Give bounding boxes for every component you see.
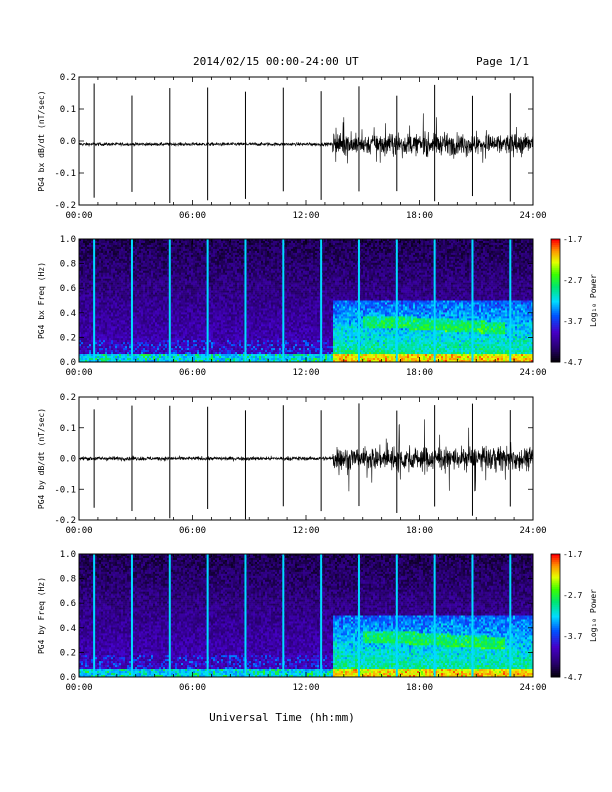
x-tick-label-p2-4: 24:00 xyxy=(519,526,546,536)
series-trace-p0 xyxy=(78,113,534,164)
spectral-spike-p1-11 xyxy=(509,239,512,362)
colorbar-tick-p3-1: -2.7 xyxy=(563,591,582,600)
page-indicator: Page 1/1 xyxy=(476,55,529,68)
colorbar-tick-p1-0: -1.7 xyxy=(563,235,582,244)
spectral-spike-p1-8 xyxy=(395,239,398,362)
y-tick-label-p3-5: 0.0 xyxy=(60,673,76,683)
x-tick-label-p3-0: 00:00 xyxy=(65,683,92,693)
spectral-spike-p3-1 xyxy=(130,554,133,677)
y-axis-label-p3: PG4 by Freq (Hz) xyxy=(37,577,46,654)
spectral-spike-p3-4 xyxy=(244,554,247,677)
spectral-spike-p3-6 xyxy=(320,554,323,677)
y-tick-label-p0-0: 0.2 xyxy=(60,73,76,83)
x-tick-label-p1-0: 00:00 xyxy=(65,368,92,378)
colorbar-p1 xyxy=(551,239,560,363)
x-tick-label-p3-2: 12:00 xyxy=(292,683,319,693)
y-tick-label-p2-3: -0.1 xyxy=(54,485,76,495)
y-tick-label-p2-4: -0.2 xyxy=(54,516,76,526)
colorbar-label-p3: Log₁₀ Power xyxy=(589,589,598,642)
y-tick-label-p0-3: -0.1 xyxy=(54,169,76,179)
colorbar-tick-p1-3: -4.7 xyxy=(563,358,582,367)
spectral-spike-p3-10 xyxy=(471,554,474,677)
y-tick-label-p1-2: 0.6 xyxy=(60,284,76,294)
y-tick-label-p3-2: 0.6 xyxy=(60,599,76,609)
x-axis-label: Universal Time (hh:mm) xyxy=(209,711,355,724)
x-tick-label-p2-2: 12:00 xyxy=(292,526,319,536)
y-tick-label-p3-3: 0.4 xyxy=(60,624,76,634)
spectral-spike-p1-7 xyxy=(357,239,360,362)
x-tick-label-p3-3: 18:00 xyxy=(406,683,433,693)
colorbar-tick-p3-2: -3.7 xyxy=(563,632,582,641)
spectral-spike-p3-5 xyxy=(282,554,285,677)
y-tick-label-p0-1: 0.1 xyxy=(60,105,76,115)
x-tick-label-p0-4: 24:00 xyxy=(519,211,546,221)
x-tick-label-p2-1: 06:00 xyxy=(179,526,206,536)
y-tick-label-p2-2: 0.0 xyxy=(60,455,76,465)
spectral-spike-p1-3 xyxy=(206,239,209,362)
spectral-spike-p3-9 xyxy=(433,554,436,677)
y-tick-label-p1-0: 1.0 xyxy=(60,235,76,245)
y-tick-label-p0-4: -0.2 xyxy=(54,201,76,211)
spectrogram-cells-p3 xyxy=(79,554,534,678)
chart-title: 2014/02/15 00:00-24:00 UT xyxy=(193,55,359,68)
y-tick-label-p1-3: 0.4 xyxy=(60,309,76,319)
x-tick-label-p2-3: 18:00 xyxy=(406,526,433,536)
colorbar-tick-p3-0: -1.7 xyxy=(563,550,582,559)
y-tick-label-p1-5: 0.0 xyxy=(60,358,76,368)
y-tick-label-p0-2: 0.0 xyxy=(60,137,76,147)
spectral-spike-p1-4 xyxy=(244,239,247,362)
spectral-spike-p3-2 xyxy=(168,554,171,677)
y-axis-label-p2: PG4 by dB/dt (nT/sec) xyxy=(37,408,46,509)
y-tick-label-p3-4: 0.2 xyxy=(60,648,76,658)
spectral-spike-p1-5 xyxy=(282,239,285,362)
colorbar-tick-p1-2: -3.7 xyxy=(563,317,582,326)
y-tick-label-p1-4: 0.2 xyxy=(60,333,76,343)
spectral-spike-p1-2 xyxy=(168,239,171,362)
x-tick-label-p1-3: 18:00 xyxy=(406,368,433,378)
spectral-spike-p3-3 xyxy=(206,554,209,677)
x-tick-label-p3-1: 06:00 xyxy=(179,683,206,693)
series-trace-p2 xyxy=(78,419,534,492)
x-tick-label-p1-2: 12:00 xyxy=(292,368,319,378)
spectral-spike-p1-10 xyxy=(471,239,474,362)
colorbar-p3 xyxy=(551,554,560,678)
spectral-spike-p3-7 xyxy=(357,554,360,677)
spectrogram-cells-p1 xyxy=(79,239,534,363)
x-tick-label-p1-4: 24:00 xyxy=(519,368,546,378)
y-tick-label-p3-1: 0.8 xyxy=(60,575,76,585)
x-tick-label-p3-4: 24:00 xyxy=(519,683,546,693)
x-tick-label-p0-3: 18:00 xyxy=(406,211,433,221)
spectral-spike-p3-8 xyxy=(395,554,398,677)
spectral-spike-p3-11 xyxy=(509,554,512,677)
x-tick-label-p2-0: 00:00 xyxy=(65,526,92,536)
spectral-spike-p1-9 xyxy=(433,239,436,362)
colorbar-tick-p1-1: -2.7 xyxy=(563,276,582,285)
y-axis-label-p0: PG4 bx dB/dt (nT/sec) xyxy=(37,90,46,191)
colorbar-label-p1: Log₁₀ Power xyxy=(589,274,598,327)
y-tick-label-p3-0: 1.0 xyxy=(60,550,76,560)
y-tick-label-p2-0: 0.2 xyxy=(60,393,76,403)
spectral-spike-p1-0 xyxy=(93,239,96,362)
spectral-spike-p1-1 xyxy=(130,239,133,362)
x-tick-label-p1-1: 06:00 xyxy=(179,368,206,378)
colorbar-frame-p1 xyxy=(550,238,561,363)
y-tick-label-p2-1: 0.1 xyxy=(60,424,76,434)
x-tick-label-p0-0: 00:00 xyxy=(65,211,92,221)
y-tick-label-p1-1: 0.8 xyxy=(60,260,76,270)
colorbar-tick-p3-3: -4.7 xyxy=(563,673,582,682)
spectral-spike-p3-0 xyxy=(93,554,96,677)
spectral-spike-p1-6 xyxy=(320,239,323,362)
x-tick-label-p0-1: 06:00 xyxy=(179,211,206,221)
x-tick-label-p0-2: 12:00 xyxy=(292,211,319,221)
colorbar-frame-p3 xyxy=(550,553,561,678)
y-axis-label-p1: PG4 bx Freq (Hz) xyxy=(37,262,46,339)
